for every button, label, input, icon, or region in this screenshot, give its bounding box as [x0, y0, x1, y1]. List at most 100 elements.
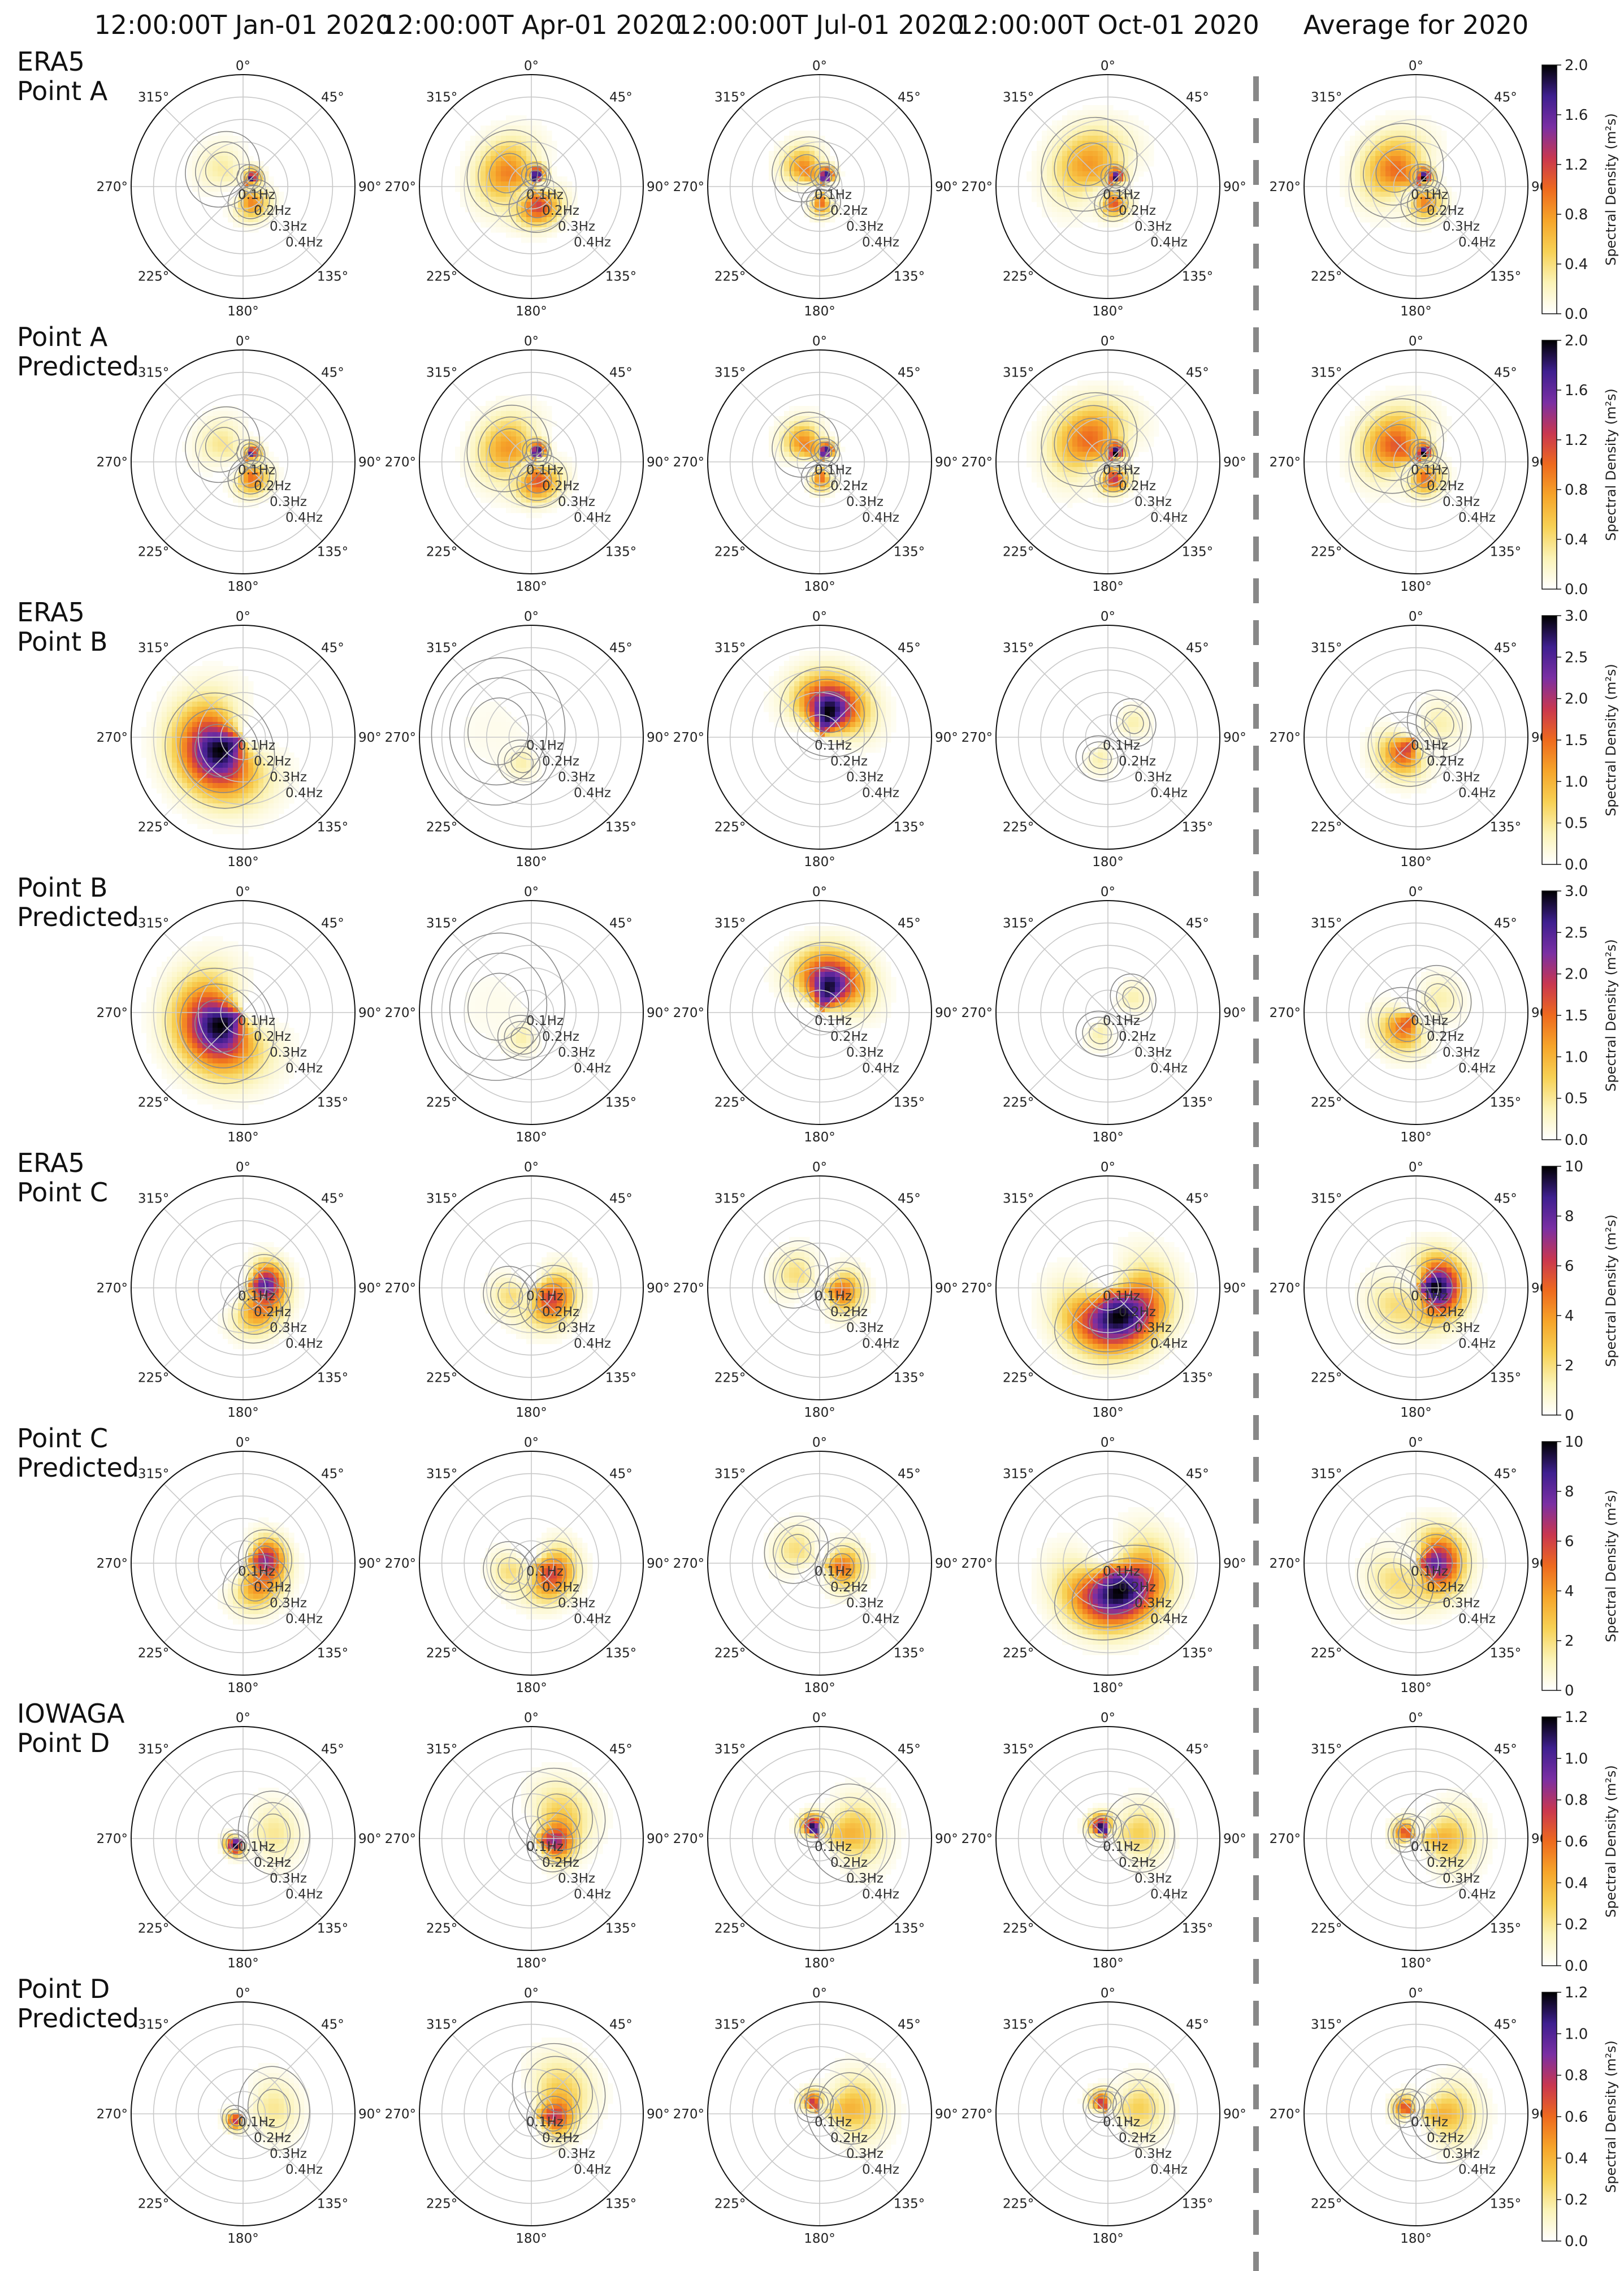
angle-label-225: 225° — [714, 820, 746, 834]
panel-r1-c2: 0°45°90°135°180°225°270°315°0.1Hz0.2Hz0.… — [385, 59, 670, 319]
angle-label-180: 180° — [516, 2231, 547, 2246]
contour-peak-2-level-2 — [526, 442, 548, 463]
angle-label-45: 45° — [321, 641, 344, 656]
panel-outline — [419, 2001, 644, 2226]
contour-lines — [222, 1790, 310, 1876]
angle-label-270: 270° — [962, 180, 993, 194]
panel-outline — [131, 2001, 356, 2226]
contour-peak-1-level-1 — [510, 1027, 534, 1049]
grid-spoke-225 — [1336, 186, 1417, 266]
contour-lines — [1082, 1793, 1175, 1873]
frequency-label-2: 0.2Hz — [542, 754, 579, 769]
angle-label-0: 0° — [1409, 609, 1423, 624]
angle-label-180: 180° — [1092, 1956, 1123, 1971]
grid-spoke-45 — [531, 657, 611, 738]
contour-peak-2-level-3 — [512, 2043, 606, 2139]
polar-grid — [708, 1451, 932, 1675]
grid-spoke-315 — [740, 657, 820, 738]
contour-lines — [794, 1783, 896, 1883]
grid-spoke-315 — [1028, 657, 1108, 738]
contour-peak-2-level-2 — [247, 1802, 301, 1865]
grid-spoke-315 — [1336, 1759, 1417, 1839]
grid-spoke-315 — [1336, 107, 1417, 187]
frequency-label-2: 0.2Hz — [254, 1580, 291, 1595]
angle-label-45: 45° — [1186, 641, 1209, 656]
angle-label-45: 45° — [1494, 366, 1517, 380]
contour-lines — [483, 1265, 583, 1334]
contour-peak-1-level-3 — [1054, 1269, 1184, 1365]
frequency-label-1: 0.1Hz — [238, 1840, 275, 1854]
angle-label-315: 315° — [138, 641, 169, 656]
grid-spoke-135 — [819, 1012, 899, 1092]
frequency-label-3: 0.3Hz — [1443, 2147, 1480, 2161]
grid-spoke-315 — [740, 382, 820, 462]
contour-peak-1-level-2 — [527, 1549, 575, 1599]
polar-grid — [996, 350, 1220, 574]
frequency-label-2: 0.2Hz — [1427, 204, 1464, 218]
contour-peak-1-level-2 — [1410, 1534, 1463, 1593]
panel-outline — [131, 1451, 356, 1676]
contour-peak-1-level-2 — [504, 745, 540, 780]
frequency-label-4: 0.4Hz — [574, 235, 611, 250]
polar-grid — [996, 1176, 1220, 1400]
angle-label-90: 90° — [358, 730, 382, 745]
frequency-label-2: 0.2Hz — [1119, 2131, 1156, 2145]
angle-label-225: 225° — [1311, 544, 1342, 559]
polar-grid — [131, 1176, 355, 1400]
angle-label-270: 270° — [962, 1832, 993, 1846]
angle-label-315: 315° — [1003, 2018, 1034, 2032]
contour-peak-2-level-2 — [772, 1525, 820, 1575]
angle-label-0: 0° — [524, 1435, 539, 1450]
angle-label-180: 180° — [1092, 579, 1123, 594]
panel-outline — [419, 900, 644, 1125]
angle-label-180: 180° — [804, 1405, 835, 1420]
grid-spoke-135 — [242, 1563, 323, 1643]
angle-label-270: 270° — [673, 1556, 704, 1571]
frequency-label-4: 0.4Hz — [285, 2162, 323, 2177]
angle-label-45: 45° — [898, 1742, 921, 1757]
colorbar-tick-label: 8 — [1565, 1483, 1574, 1500]
angle-label-225: 225° — [714, 269, 746, 284]
colorbar-tick-label: 0.8 — [1565, 482, 1588, 499]
angle-label-90: 90° — [1223, 730, 1246, 745]
frequency-label-2: 0.2Hz — [254, 204, 291, 218]
contour-peak-1-level-3 — [794, 1810, 834, 1848]
panel-r4-c1: 0°45°90°135°180°225°270°315°0.1Hz0.2Hz0.… — [97, 885, 382, 1145]
polar-grid — [131, 2002, 355, 2226]
angle-label-45: 45° — [609, 90, 633, 105]
contour-peak-2-level-1 — [257, 2088, 291, 2128]
contour-peak-2-level-3 — [1398, 1789, 1488, 1888]
angle-label-0: 0° — [1409, 1711, 1423, 1725]
angle-label-270: 270° — [385, 1281, 416, 1296]
angle-label-225: 225° — [1003, 1646, 1034, 1660]
grid-spoke-225 — [452, 1563, 532, 1643]
row-label-4-line-1: Point B — [17, 872, 107, 903]
row-label-5-line-1: ERA5 — [17, 1148, 85, 1178]
contour-peak-2-level-3 — [222, 1278, 291, 1344]
angle-label-225: 225° — [1003, 1921, 1034, 1936]
panel-outline — [707, 900, 932, 1125]
colorbar-tick-label: 1.0 — [1565, 1750, 1588, 1767]
panel-outline — [707, 1726, 932, 1951]
grid-spoke-45 — [1415, 2034, 1496, 2114]
angle-label-180: 180° — [1400, 1130, 1431, 1145]
frequency-label-4: 0.4Hz — [1458, 511, 1496, 525]
contour-peak-2-level-3 — [1357, 1541, 1434, 1620]
angle-label-180: 180° — [516, 1681, 547, 1695]
frequency-label-4: 0.4Hz — [1150, 1336, 1188, 1351]
angle-label-45: 45° — [609, 1742, 633, 1757]
angle-label-135: 135° — [605, 1646, 636, 1660]
grid-spoke-135 — [1107, 186, 1188, 266]
angle-label-315: 315° — [1003, 1467, 1034, 1482]
colorbar-row-6: 0 2 4 6 8 10 Spectral Density (m²s) — [1541, 1434, 1619, 1699]
frequency-label-4: 0.4Hz — [1458, 1061, 1496, 1076]
panel-outline — [131, 1726, 356, 1951]
contour-peak-2-level-3 — [1102, 2069, 1175, 2148]
angle-label-45: 45° — [321, 1742, 344, 1757]
polar-grid — [131, 901, 355, 1124]
angle-label-45: 45° — [1186, 366, 1209, 380]
contour-peak-3-level-3 — [508, 453, 568, 508]
angle-label-270: 270° — [962, 455, 993, 470]
frequency-label-1: 0.1Hz — [526, 1840, 564, 1854]
